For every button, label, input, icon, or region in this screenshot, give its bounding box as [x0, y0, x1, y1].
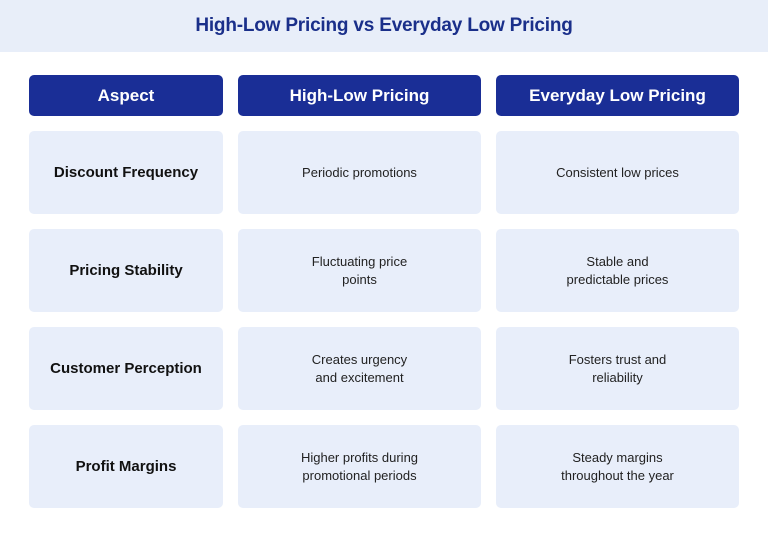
header-high-low-pricing: High-Low Pricing	[238, 75, 481, 116]
row-aspect-discount-frequency: Discount Frequency	[29, 131, 223, 214]
header-aspect: Aspect	[29, 75, 223, 116]
header-everyday-low-pricing: Everyday Low Pricing	[496, 75, 739, 116]
row-aspect-profit-margins: Profit Margins	[29, 425, 223, 508]
row-high-low-customer-perception: Creates urgency and excitement	[238, 327, 481, 410]
comparison-table: Aspect High-Low Pricing Everyday Low Pri…	[29, 75, 739, 508]
page-title: High-Low Pricing vs Everyday Low Pricing	[195, 15, 573, 36]
row-edlp-pricing-stability: Stable and predictable prices	[496, 229, 739, 312]
row-high-low-discount-frequency: Periodic promotions	[238, 131, 481, 214]
row-aspect-customer-perception: Customer Perception	[29, 327, 223, 410]
row-high-low-pricing-stability: Fluctuating price points	[238, 229, 481, 312]
row-edlp-customer-perception: Fosters trust and reliability	[496, 327, 739, 410]
row-high-low-profit-margins: Higher profits during promotional period…	[238, 425, 481, 508]
title-bar: High-Low Pricing vs Everyday Low Pricing	[0, 0, 768, 52]
row-edlp-discount-frequency: Consistent low prices	[496, 131, 739, 214]
row-aspect-pricing-stability: Pricing Stability	[29, 229, 223, 312]
row-edlp-profit-margins: Steady margins throughout the year	[496, 425, 739, 508]
